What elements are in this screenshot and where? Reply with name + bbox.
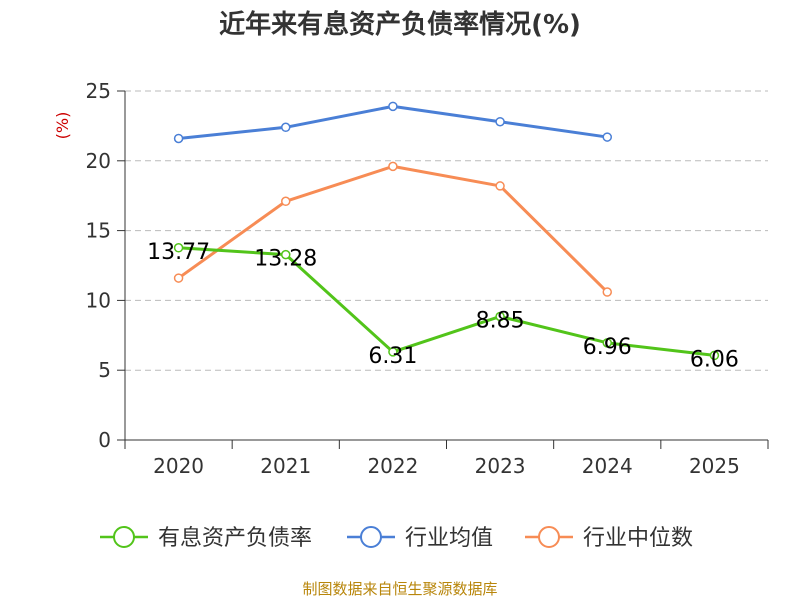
data-label: 13.77	[147, 240, 210, 265]
data-point	[495, 116, 505, 127]
y-tick-label: 15	[86, 219, 111, 243]
data-point	[281, 196, 291, 207]
data-label: 13.28	[254, 247, 317, 272]
data-label: 6.31	[368, 344, 417, 369]
x-tick-label: 2021	[260, 454, 311, 478]
legend-label: 行业均值	[405, 526, 493, 551]
series-line-2	[177, 164, 609, 294]
data-point	[709, 350, 720, 361]
y-axis-unit-label: (%)	[53, 112, 72, 140]
y-tick-label: 5	[98, 358, 111, 382]
data-point	[495, 311, 505, 322]
y-tick-label: 10	[86, 288, 111, 312]
y-tick-label: 0	[98, 428, 111, 452]
data-point	[602, 287, 612, 297]
series-line-1	[178, 104, 608, 140]
y-tick-label: 25	[86, 79, 111, 103]
data-point	[173, 273, 184, 283]
series-line-0	[178, 246, 715, 357]
legend-label: 有息资产负债率	[158, 526, 312, 551]
data-point	[388, 347, 398, 357]
data-label: 6.96	[583, 335, 632, 360]
data-label: 6.06	[690, 347, 739, 372]
data-point	[602, 338, 612, 348]
data-point	[173, 133, 184, 144]
legend-swatch-marker	[360, 526, 382, 548]
y-tick-label: 20	[86, 149, 111, 173]
series-lines	[173, 101, 720, 361]
data-point	[388, 101, 398, 112]
data-point	[388, 161, 398, 172]
x-tick-label: 2025	[689, 454, 740, 478]
x-tick-label: 2023	[475, 454, 526, 478]
x-tick-label: 2024	[582, 454, 633, 478]
grid-lines	[125, 90, 768, 371]
data-point	[602, 132, 612, 142]
legend-swatch-marker	[113, 526, 135, 548]
legend-swatch-marker	[538, 526, 560, 548]
source-footer: 制图数据来自恒生聚源数据库	[302, 580, 498, 598]
data-labels: 13.77 13.28 6.31 8.85 6.96 6.06	[147, 240, 739, 373]
legend: 有息资产负债率 行业均值 行业中位数	[100, 526, 693, 551]
legend-label: 行业中位数	[583, 526, 693, 551]
x-tick-label: 2022	[367, 454, 418, 478]
data-label: 8.85	[476, 308, 525, 333]
data-point	[281, 122, 291, 133]
x-tick-label: 2020	[153, 454, 204, 478]
chart-title: 近年来有息资产负债率情况(%)	[219, 10, 581, 40]
data-point	[495, 181, 505, 191]
data-point	[173, 243, 184, 253]
data-point	[281, 249, 291, 260]
